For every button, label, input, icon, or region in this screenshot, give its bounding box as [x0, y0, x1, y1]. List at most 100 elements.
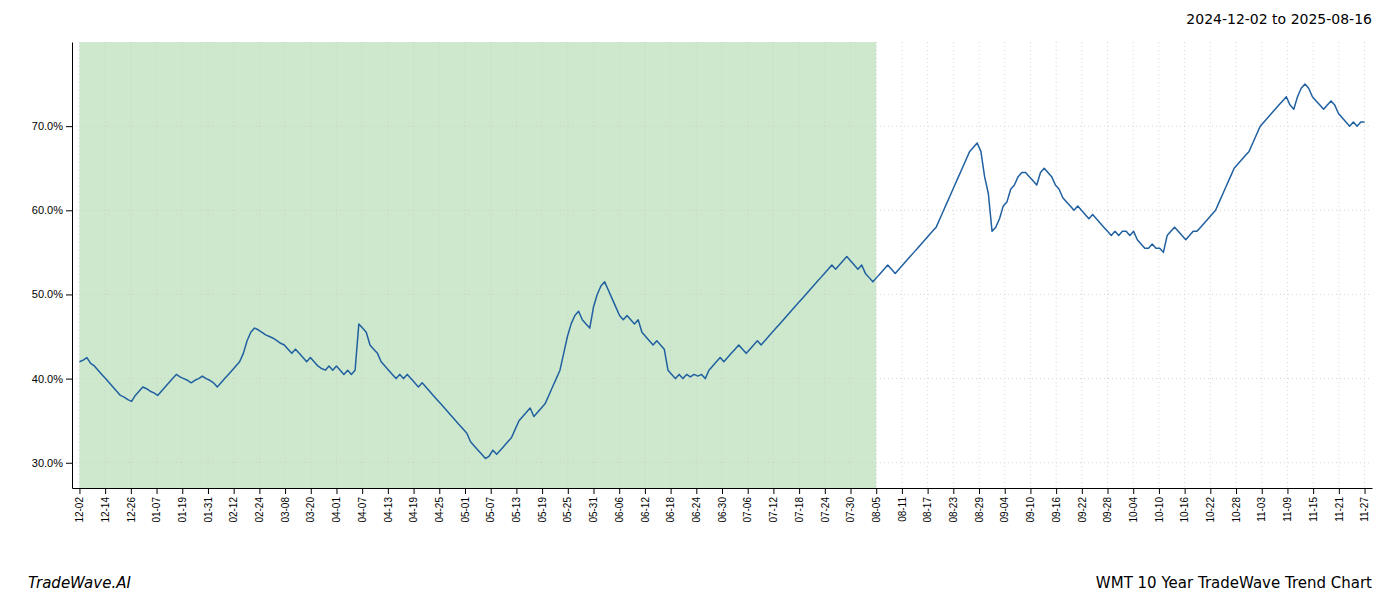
x-tick: 08-23 — [948, 488, 959, 523]
x-tick: 11-09 — [1282, 488, 1293, 522]
x-tick-mark — [799, 488, 800, 494]
x-tick-mark — [748, 488, 749, 494]
x-tick-mark — [131, 488, 132, 494]
x-tick: 01-19 — [177, 488, 188, 523]
x-tick-label: 12-14 — [100, 497, 111, 523]
x-tick: 04-25 — [434, 488, 445, 523]
x-grid-line — [182, 42, 183, 488]
x-grid-line — [1133, 42, 1134, 488]
x-tick-mark — [876, 488, 877, 494]
x-tick-label: 05-31 — [588, 497, 599, 523]
x-tick-mark — [568, 488, 569, 494]
y-axis: 30.0%40.0%50.0%60.0%70.0% — [32, 43, 73, 489]
x-tick: 06-06 — [614, 488, 625, 523]
x-tick: 12-02 — [74, 488, 85, 523]
x-grid-line — [310, 42, 311, 488]
y-tick-mark — [66, 294, 72, 295]
grid — [72, 42, 1372, 488]
x-tick: 10-28 — [1231, 488, 1242, 523]
annotation: WMT 10 Year TradeWave Trend Chart — [1096, 574, 1372, 592]
plot: 12-0212-1412-2601-0701-1901-3102-1202-24… — [32, 42, 1373, 523]
title: 2024-12-02 to 2025-08-16 — [1186, 11, 1372, 27]
x-tick-label: 07-24 — [820, 497, 831, 523]
x-grid-line — [464, 42, 465, 488]
x-tick-mark — [1056, 488, 1057, 494]
x-tick-label: 08-23 — [948, 497, 959, 523]
x-tick: 05-01 — [460, 488, 471, 523]
annotation: TradeWave.AI — [28, 574, 131, 592]
x-tick-mark — [696, 488, 697, 494]
x-tick: 10-04 — [1128, 488, 1139, 523]
x-grid-line — [156, 42, 157, 488]
x-tick-label: 09-28 — [1102, 497, 1113, 523]
x-grid-line — [130, 42, 131, 488]
x-tick: 04-13 — [383, 488, 394, 523]
x-tick-mark — [1030, 488, 1031, 494]
x-grid-line — [516, 42, 517, 488]
x-tick-mark — [593, 488, 594, 494]
x-tick-label: 10-22 — [1205, 497, 1216, 523]
x-tick-label: 08-29 — [974, 497, 985, 523]
x-tick-label: 05-19 — [537, 497, 548, 523]
x-tick-label: 12-02 — [74, 497, 85, 523]
x-tick-label: 02-24 — [254, 497, 265, 523]
x-grid-line — [1158, 42, 1159, 488]
x-tick: 10-22 — [1205, 488, 1216, 523]
x-tick-label: 05-13 — [511, 497, 522, 523]
x-grid-line — [1107, 42, 1108, 488]
x-grid-line — [644, 42, 645, 488]
x-tick-mark — [208, 488, 209, 494]
x-tick-label: 03-08 — [280, 497, 291, 523]
x-tick: 07-24 — [820, 488, 831, 523]
x-tick-label: 08-17 — [922, 497, 933, 523]
x-tick-label: 07-12 — [768, 497, 779, 523]
x-tick-label: 10-04 — [1128, 497, 1139, 523]
x-tick-mark — [773, 488, 774, 494]
x-tick: 12-26 — [126, 488, 137, 523]
x-axis: 12-0212-1412-2601-0701-1901-3102-1202-24… — [73, 488, 1373, 523]
x-tick: 04-01 — [331, 488, 342, 523]
x-tick-mark — [1210, 488, 1211, 494]
x-tick-label: 12-26 — [126, 497, 137, 523]
x-tick: 12-14 — [100, 488, 111, 523]
x-grid-line — [1261, 42, 1262, 488]
x-tick-mark — [825, 488, 826, 494]
x-tick: 09-28 — [1102, 488, 1113, 523]
x-tick-label: 07-06 — [742, 497, 753, 523]
x-tick-mark — [1365, 488, 1366, 494]
x-tick-mark — [516, 488, 517, 494]
x-tick-mark — [311, 488, 312, 494]
x-grid-line — [824, 42, 825, 488]
x-tick-mark — [491, 488, 492, 494]
x-grid-line — [336, 42, 337, 488]
x-tick-label: 09-04 — [999, 497, 1010, 523]
x-tick-mark — [414, 488, 415, 494]
x-tick-mark — [1108, 488, 1109, 494]
x-tick: 09-04 — [999, 488, 1010, 523]
y-tick: 60.0% — [32, 204, 72, 216]
y-tick-label: 70.0% — [32, 120, 63, 132]
y-tick: 40.0% — [32, 373, 72, 385]
x-tick-mark — [979, 488, 980, 494]
x-grid-line — [362, 42, 363, 488]
shaded-region — [79, 42, 876, 488]
x-tick-label: 06-18 — [665, 497, 676, 523]
chart: 12-0212-1412-2601-0701-1901-3102-1202-24… — [0, 0, 1400, 600]
x-grid-line — [1210, 42, 1211, 488]
x-tick-label: 01-31 — [203, 497, 214, 523]
x-tick: 05-25 — [562, 488, 573, 523]
x-tick: 09-10 — [1025, 488, 1036, 523]
x-tick-label: 10-28 — [1231, 497, 1242, 523]
x-grid-line — [670, 42, 671, 488]
x-tick-label: 06-24 — [691, 497, 702, 523]
x-tick-label: 04-25 — [434, 497, 445, 523]
x-tick-mark — [619, 488, 620, 494]
x-grid-line — [619, 42, 620, 488]
x-grid-line — [1081, 42, 1082, 488]
x-grid-line — [1056, 42, 1057, 488]
x-tick-mark — [1339, 488, 1340, 494]
y-tick: 50.0% — [32, 288, 72, 300]
x-tick-mark — [105, 488, 106, 494]
x-grid-line — [285, 42, 286, 488]
x-tick-mark — [1287, 488, 1288, 494]
